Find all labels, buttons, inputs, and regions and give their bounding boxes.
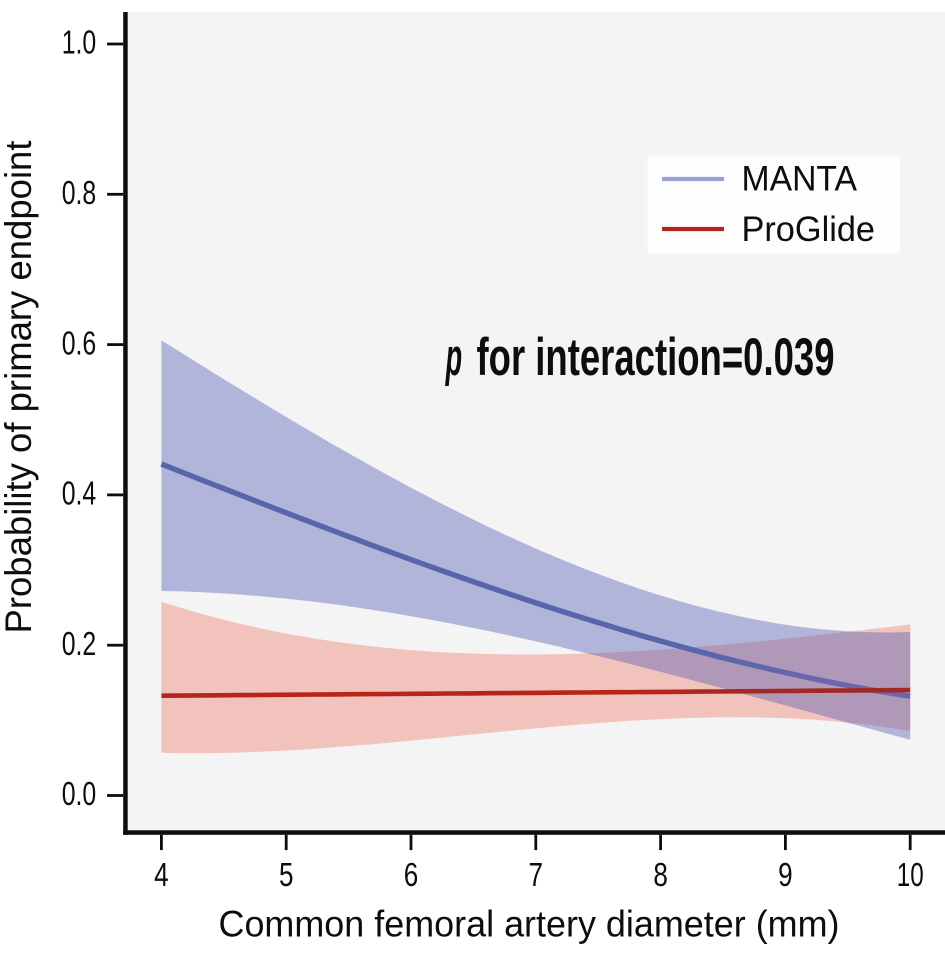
svg-text:0.8: 0.8: [62, 175, 97, 212]
svg-text:1.0: 1.0: [62, 25, 97, 62]
svg-text:7: 7: [529, 857, 544, 894]
svg-text:0.6: 0.6: [62, 325, 97, 362]
svg-text:6: 6: [404, 857, 419, 894]
svg-text:for interaction=0.039: for interaction=0.039: [477, 328, 835, 387]
svg-text:4: 4: [154, 857, 169, 894]
svg-text:0.0: 0.0: [62, 776, 97, 813]
svg-text:p: p: [445, 328, 463, 387]
svg-text:8: 8: [653, 857, 668, 894]
svg-text:0.2: 0.2: [62, 626, 97, 663]
svg-text:Common femoral artery diameter: Common femoral artery diameter (mm): [219, 904, 840, 945]
svg-text:5: 5: [279, 857, 294, 894]
svg-text:10: 10: [897, 857, 924, 894]
svg-text:0.4: 0.4: [62, 476, 97, 513]
svg-text:ProGlide: ProGlide: [742, 209, 876, 249]
svg-text:Probability of primary endpoin: Probability of primary endpoint: [0, 140, 39, 634]
svg-text:MANTA: MANTA: [742, 159, 858, 199]
svg-text:9: 9: [778, 857, 793, 894]
